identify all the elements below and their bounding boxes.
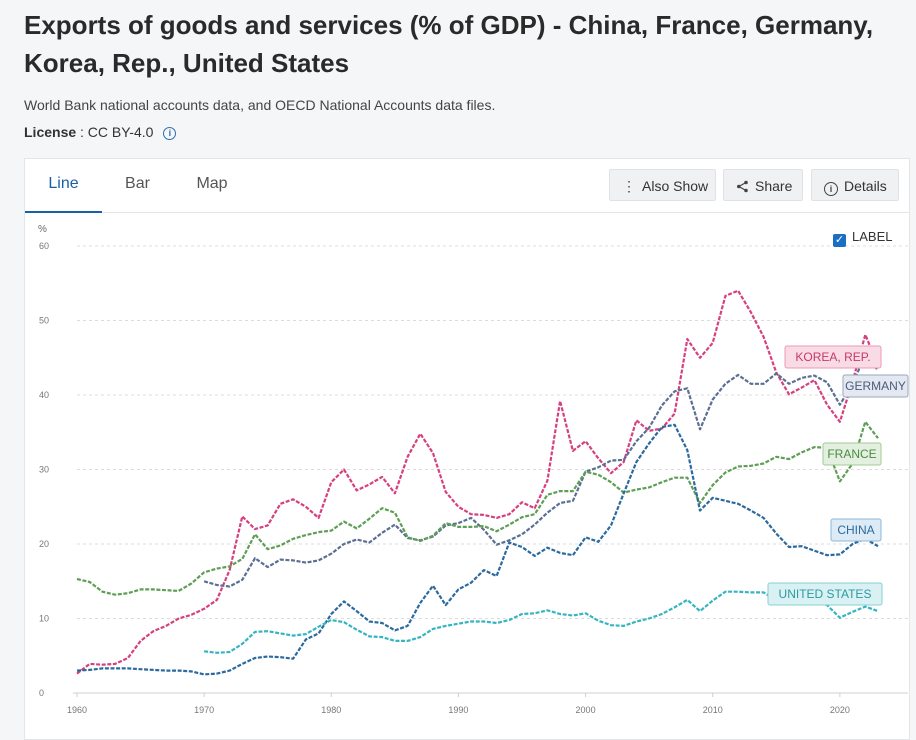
- y-tick-label: 30: [39, 465, 49, 475]
- data-source-text: World Bank national accounts data, and O…: [24, 97, 496, 113]
- page-title: Exports of goods and services (% of GDP)…: [24, 10, 874, 78]
- series-label-united-states: UNITED STATES: [779, 587, 872, 601]
- series-line-france: [76, 420, 879, 596]
- also-show-label: Also Show: [642, 178, 709, 194]
- y-tick-label: 60: [39, 241, 49, 251]
- x-tick-label: 1980: [321, 705, 341, 715]
- series-label-box-france: [822, 442, 882, 466]
- info-circle-icon: i: [824, 170, 838, 202]
- share-label: Share: [755, 178, 793, 194]
- series-label-box-united-states: [767, 582, 883, 606]
- y-tick-label: 50: [39, 316, 49, 326]
- info-icon[interactable]: i: [163, 127, 177, 140]
- x-tick-label: 2000: [576, 705, 596, 715]
- x-tick-label: 1960: [67, 705, 87, 715]
- x-tick-label: 2020: [830, 705, 850, 715]
- y-tick-label: 0: [39, 688, 44, 698]
- label-toggle-text: LABEL: [852, 229, 893, 244]
- x-tick-label: 1990: [448, 705, 468, 715]
- series-line-germany: [203, 353, 879, 588]
- series-label-box-germany: [842, 374, 909, 398]
- series-label-box-korea-rep: [784, 345, 882, 369]
- label-toggle[interactable]: ✓ LABEL: [833, 229, 892, 247]
- tab-line[interactable]: Line: [25, 159, 102, 213]
- line-chart: % 0 10 20 30 40 50 60 1960 1970 1980 1990 2000 2010 20…: [38, 224, 909, 715]
- also-show-button[interactable]: ⋮ Also Show: [609, 169, 716, 201]
- y-axis-unit-label: %: [38, 224, 47, 235]
- license-value: : CC BY-4.0: [80, 124, 154, 140]
- share-button[interactable]: Share: [723, 169, 803, 201]
- y-tick-label: 20: [39, 539, 49, 549]
- series-label-china: CHINA: [837, 523, 874, 537]
- series-label-korea-rep: KOREA, REP.: [795, 350, 870, 364]
- series-label-box-china: [830, 518, 882, 542]
- y-tick-label: 10: [39, 614, 49, 624]
- series-label-france: FRANCE: [827, 447, 876, 461]
- tab-map[interactable]: Map: [196, 175, 228, 192]
- series-line-china: [76, 423, 879, 676]
- checkbox-checked-icon[interactable]: ✓: [833, 234, 846, 247]
- x-tick-label: 1970: [194, 705, 214, 715]
- details-button[interactable]: i Details: [811, 169, 899, 201]
- y-tick-label: 40: [39, 390, 49, 400]
- more-vertical-icon: ⋮: [622, 178, 636, 194]
- series-line-korea-rep: [76, 289, 880, 675]
- series-label-germany: GERMANY: [845, 379, 906, 393]
- chart-tabs: Line Bar Map ⋮ Also Show Share i Details: [25, 159, 909, 213]
- tab-bar[interactable]: Bar: [125, 175, 150, 192]
- license-line: License : CC BY-4.0 i: [24, 124, 177, 140]
- details-label: Details: [844, 178, 887, 194]
- share-icon: [736, 170, 749, 202]
- x-tick-label: 2010: [703, 705, 723, 715]
- license-label: License: [24, 124, 77, 140]
- series-line-united-states: [203, 590, 879, 654]
- chart-card: Line Bar Map ⋮ Also Show Share i Details %…: [24, 158, 910, 740]
